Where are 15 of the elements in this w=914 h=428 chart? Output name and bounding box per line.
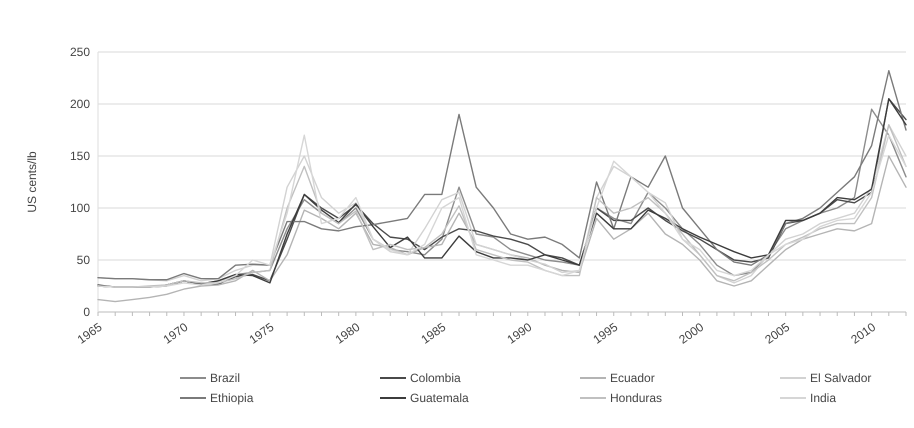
legend-label: Honduras (610, 391, 662, 406)
y-tick-label: 250 (70, 45, 90, 60)
y-axis-title: US cents/lb (25, 150, 39, 213)
legend-label: Brazil (210, 371, 240, 386)
legend-label: Colombia (410, 371, 462, 386)
legend-label: Guatemala (410, 391, 470, 406)
legend-label: India (810, 391, 836, 406)
y-tick-label: 50 (76, 253, 90, 268)
y-tick-label: 0 (83, 305, 90, 320)
y-tick-label: 150 (70, 149, 90, 164)
y-tick-label: 100 (70, 201, 90, 216)
legend-label: Ethiopia (210, 391, 254, 406)
legend-label: El Salvador (810, 371, 872, 386)
y-tick-label: 200 (70, 97, 90, 112)
legend-label: Ecuador (610, 371, 655, 386)
